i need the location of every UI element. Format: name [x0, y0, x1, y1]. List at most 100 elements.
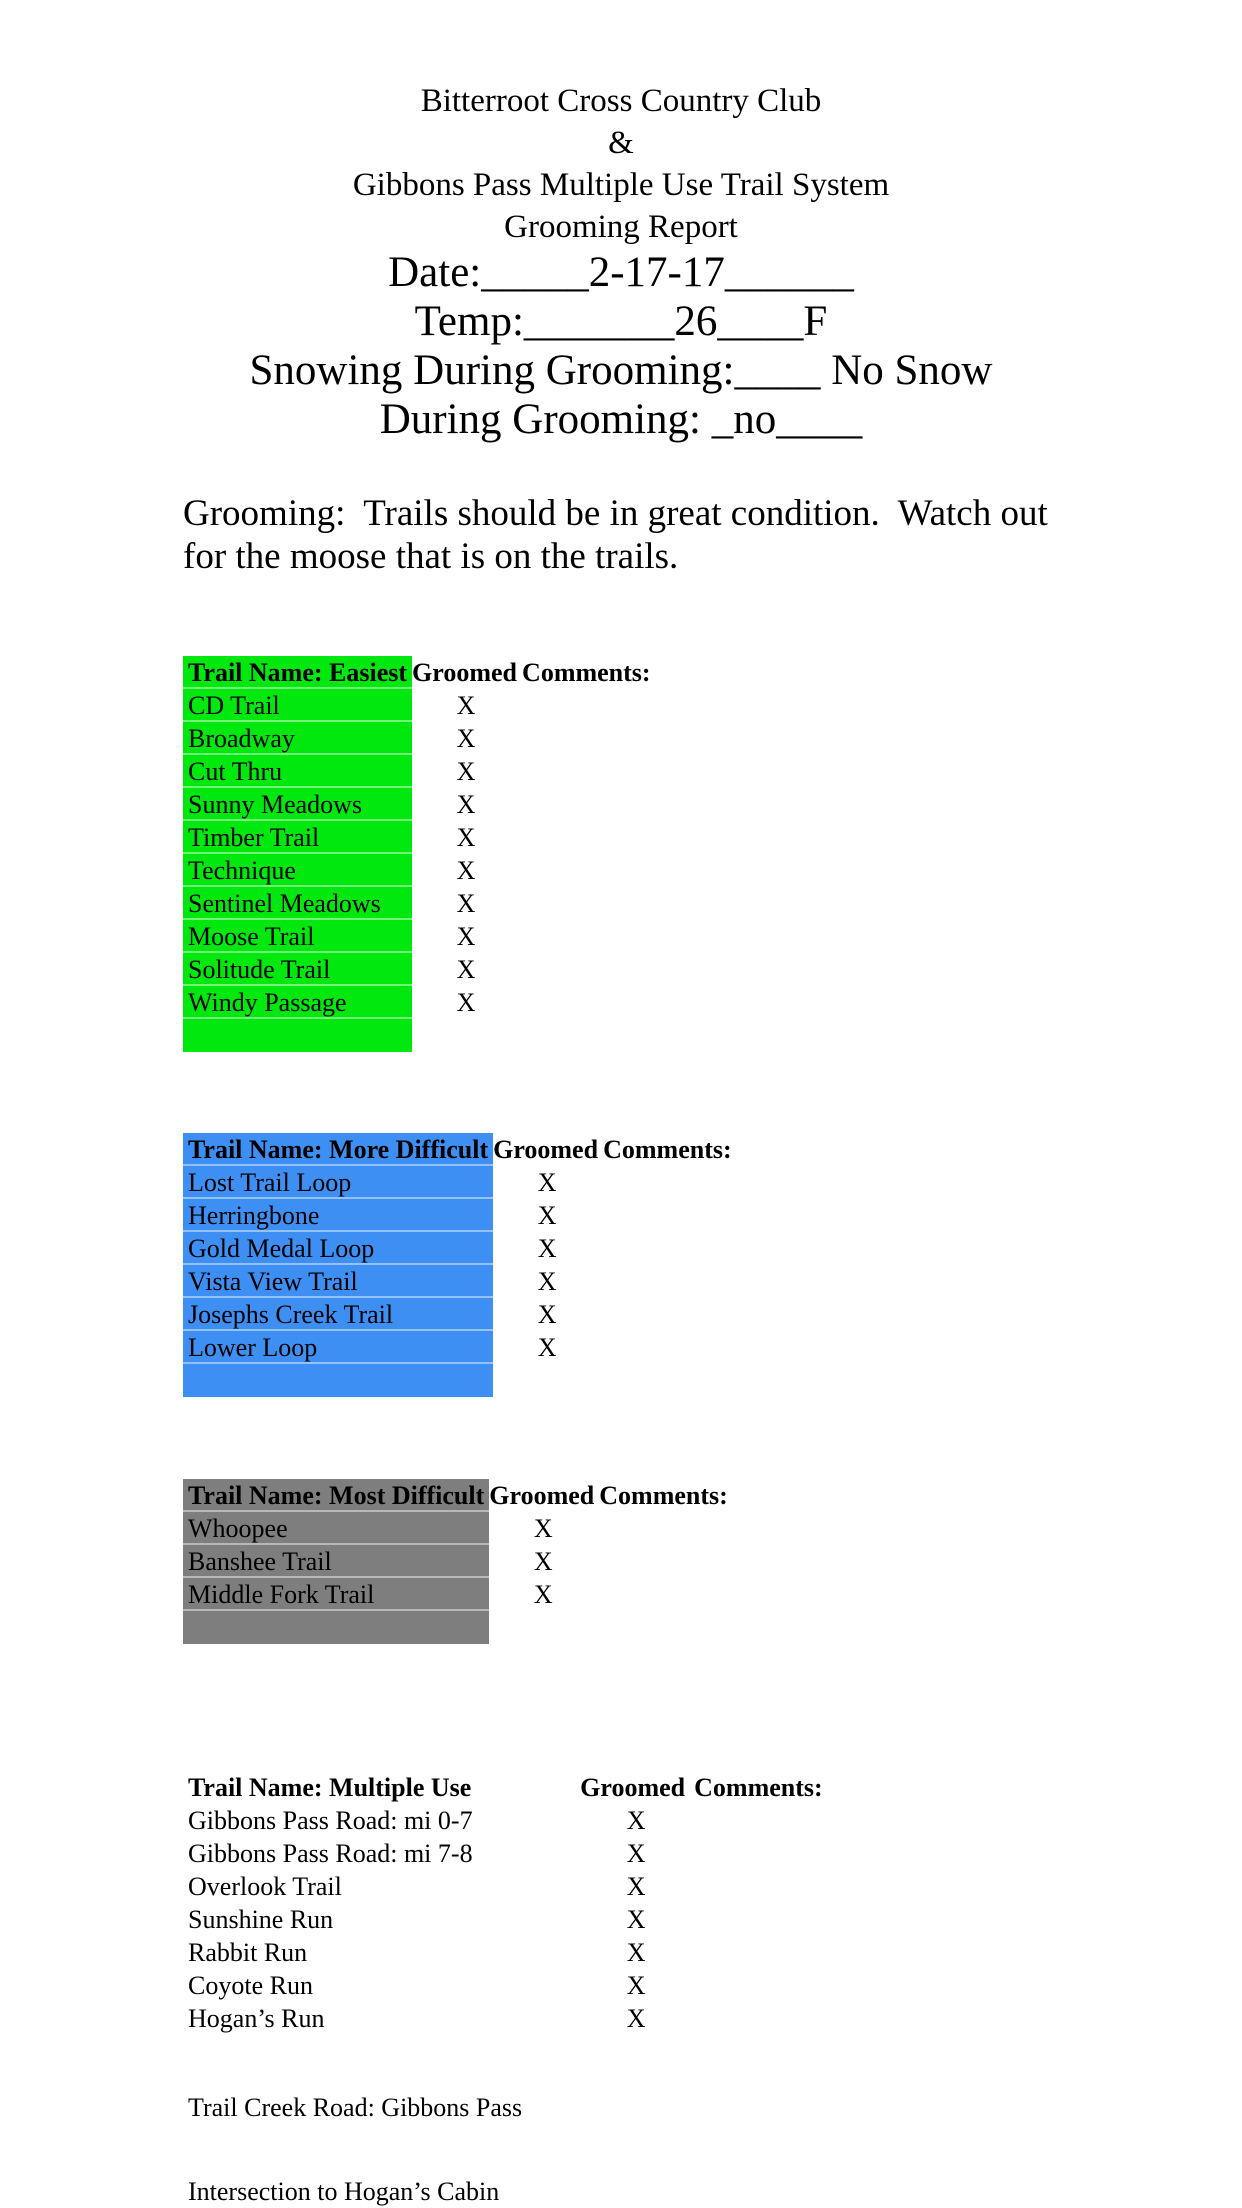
trail-name: Coyote Run — [188, 1971, 313, 2000]
groomed-mark: X — [456, 955, 476, 984]
comment-cell — [601, 1199, 763, 1232]
grooming-note-line: Grooming: Trails should be in great cond… — [183, 493, 1048, 534]
date-field: Date:_____2-17-17______ — [388, 249, 854, 296]
empty-groomed-cell — [489, 1611, 597, 1644]
report-header: Bitterroot Cross Country Club & Gibbons … — [0, 0, 1242, 248]
empty-comment-cell — [597, 1611, 759, 1644]
trail-name: Broadway — [183, 722, 413, 755]
comment-cell — [597, 1578, 759, 1611]
trail-name: Solitude Trail — [183, 953, 413, 986]
comment-cell — [692, 1870, 854, 1903]
comment-cell — [601, 1166, 763, 1199]
comment-cell — [520, 755, 682, 788]
column-header-trail-name: Trail Name: Most Difficult — [183, 1479, 490, 1512]
comment-cell — [601, 1265, 763, 1298]
empty-trail-cell — [183, 1019, 413, 1052]
trail-name: Lost Trail Loop — [183, 1166, 494, 1199]
groomed-mark: X — [626, 1971, 646, 2000]
groomed-mark: X — [626, 1905, 646, 1934]
trail-name: Vista View Trail — [183, 1265, 494, 1298]
trail-name: Cut Thru — [183, 755, 413, 788]
groomed-mark: X — [626, 1872, 646, 1901]
comment-cell — [692, 1903, 854, 1936]
groomed-mark: X — [626, 2004, 646, 2033]
trail-name: Banshee Trail — [183, 1545, 490, 1578]
comment-cell — [520, 854, 682, 887]
comment-cell — [601, 1331, 763, 1364]
comment-cell — [520, 821, 682, 854]
groomed-mark: X — [533, 1580, 553, 1609]
trail-name: Overlook Trail — [188, 1872, 342, 1901]
comment-cell — [520, 689, 682, 722]
column-header-groomed: Groomed — [412, 658, 517, 687]
trail-name: Hogan’s Run — [188, 2004, 325, 2033]
column-header-trail-name: Trail Name: Easiest — [183, 656, 413, 689]
groomed-mark: X — [626, 1938, 646, 1967]
column-header-comments: Comments: — [599, 1481, 728, 1510]
comment-cell — [520, 986, 682, 1019]
trail-name: Gold Medal Loop — [183, 1232, 494, 1265]
groomed-mark: X — [456, 988, 476, 1017]
grooming-note-line: for the moose that is on the trails. — [183, 536, 679, 577]
comment-cell — [597, 1512, 759, 1545]
groomed-mark — [580, 2035, 692, 2208]
groomed-mark: X — [537, 1201, 557, 1230]
comment-cell — [692, 1969, 854, 2002]
empty-trail-cell — [183, 1611, 490, 1644]
empty-groomed-cell — [412, 1019, 520, 1052]
trail-table-multiple-use: Trail Name: Multiple Use Groomed Comment… — [183, 1771, 1242, 2208]
trail-name: Rabbit Run — [188, 1938, 308, 1967]
groomed-mark: X — [626, 1839, 646, 1868]
groomed-mark: X — [456, 790, 476, 819]
report-title: Grooming Report — [504, 209, 738, 245]
comment-cell — [520, 920, 682, 953]
club-title: Bitterroot Cross Country Club — [420, 83, 822, 119]
trail-name: Sunny Meadows — [183, 788, 413, 821]
trail-table-easiest: Trail Name: Easiest Groomed Comments: CD… — [183, 656, 1242, 1052]
column-header-comments: Comments: — [603, 1135, 732, 1164]
groomed-mark: X — [537, 1267, 557, 1296]
groomed-mark: X — [456, 922, 476, 951]
column-header-trail-name: Trail Name: More Difficult — [183, 1133, 494, 1166]
empty-trail-cell — [183, 1364, 494, 1397]
grooming-note: Grooming: Trails should be in great cond… — [183, 492, 1242, 578]
trail-system-title: Gibbons Pass Multiple Use Trail System — [352, 167, 890, 203]
trail-table-more-difficult: Trail Name: More Difficult Groomed Comme… — [183, 1133, 1242, 1397]
groomed-mark: X — [456, 889, 476, 918]
groomed-mark: X — [533, 1547, 553, 1576]
groomed-mark: X — [456, 856, 476, 885]
trail-name: Middle Fork Trail — [183, 1578, 490, 1611]
column-header-comments: Comments: — [522, 658, 651, 687]
empty-comment-cell — [601, 1364, 763, 1397]
comment-cell — [692, 1837, 854, 1870]
comment-cell — [692, 2035, 854, 2208]
column-header-groomed: Groomed — [493, 1135, 599, 1164]
trail-name: Sunshine Run — [188, 1905, 334, 1934]
temp-field: Temp:_______26____F — [414, 298, 828, 345]
comment-cell — [692, 2002, 854, 2035]
trail-name: Timber Trail — [183, 821, 413, 854]
groomed-mark: X — [537, 1234, 557, 1263]
comment-cell — [601, 1298, 763, 1331]
trail-name: Herringbone — [183, 1199, 494, 1232]
groomed-mark: X — [456, 823, 476, 852]
trail-name-line: Intersection to Hogan’s Cabin — [188, 2177, 500, 2206]
groomed-mark: X — [456, 724, 476, 753]
trail-name: Trail Creek Road: Gibbons Pass Intersect… — [183, 2035, 580, 2208]
empty-groomed-cell — [493, 1364, 601, 1397]
trail-name: Gibbons Pass Road: mi 7-8 — [188, 1839, 473, 1868]
groomed-mark: X — [537, 1168, 557, 1197]
column-header-groomed: Groomed — [580, 1773, 686, 1802]
groomed-mark: X — [533, 1514, 553, 1543]
comment-cell — [520, 788, 682, 821]
snowing-field: Snowing During Grooming:____ No Snow — [249, 347, 993, 394]
comment-cell — [692, 1936, 854, 1969]
trail-name: Gibbons Pass Road: mi 0-7 — [188, 1806, 473, 1835]
comment-cell — [597, 1545, 759, 1578]
groomed-mark: X — [456, 757, 476, 786]
groomed-mark: X — [456, 691, 476, 720]
trail-name: Windy Passage — [183, 986, 413, 1019]
trail-name: Technique — [183, 854, 413, 887]
trail-name: CD Trail — [183, 689, 413, 722]
